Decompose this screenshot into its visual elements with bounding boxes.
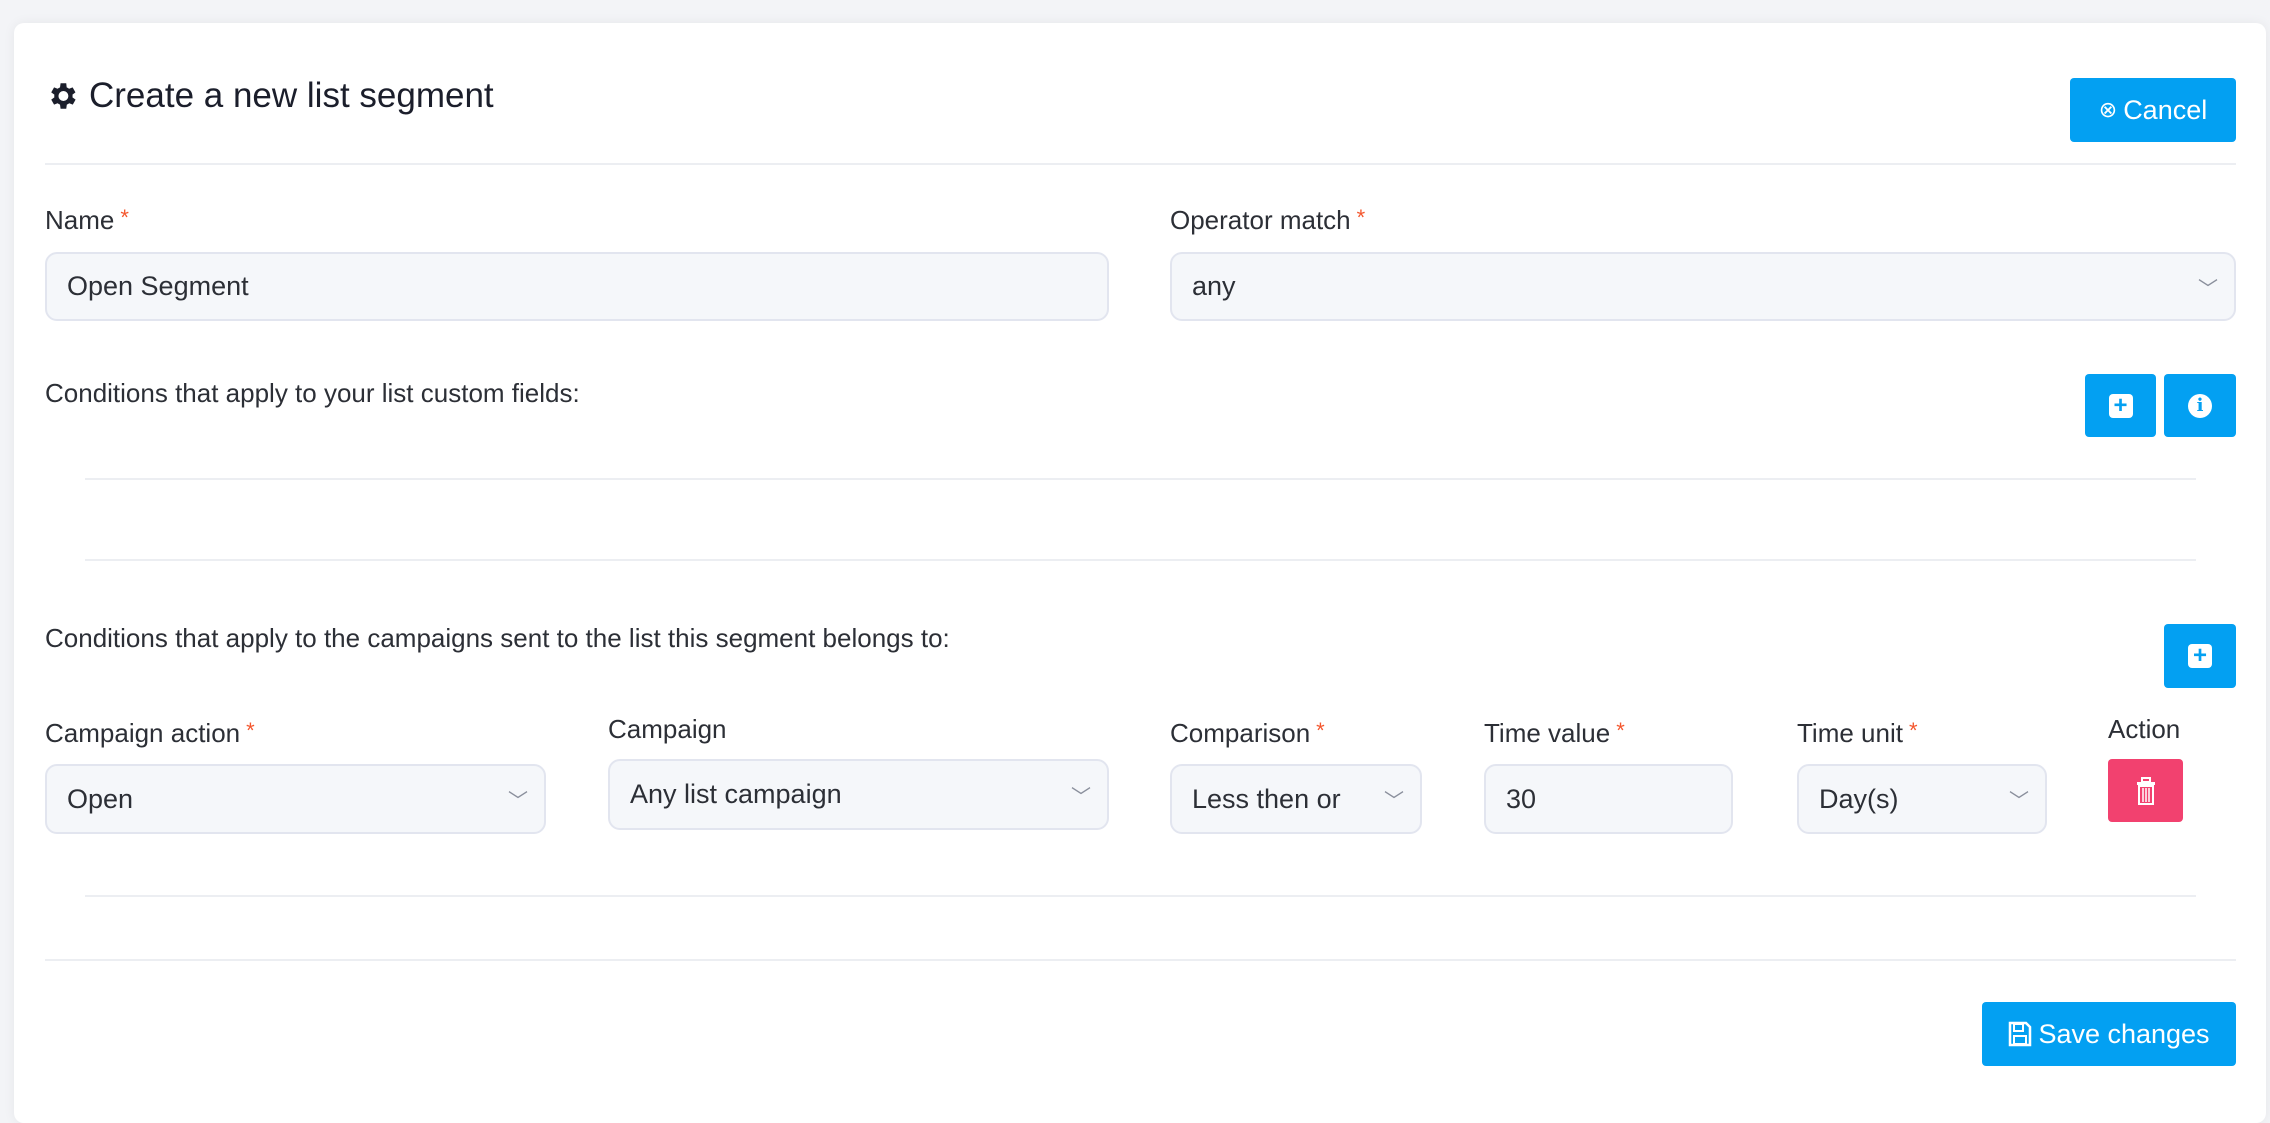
divider bbox=[85, 559, 2196, 561]
campaign-action-label: Campaign action * bbox=[45, 718, 255, 748]
time-value-input[interactable]: 30 bbox=[1484, 764, 1733, 834]
gear-icon bbox=[51, 83, 76, 109]
cancel-circle-icon: ⊗ bbox=[2098, 97, 2118, 122]
campaigns-heading: Conditions that apply to the campaigns s… bbox=[45, 623, 950, 653]
chevron-down-icon: ﹀ bbox=[1384, 790, 1404, 813]
save-changes-button[interactable]: Save changes bbox=[1982, 1002, 2236, 1066]
plus-square-icon: + bbox=[2188, 642, 2212, 669]
comparison-select[interactable]: Less then or ﹀ bbox=[1170, 764, 1422, 834]
divider bbox=[85, 478, 2196, 480]
info-circle-icon: i bbox=[2188, 393, 2212, 418]
divider bbox=[45, 163, 2236, 165]
save-label: Save changes bbox=[2038, 1018, 2210, 1049]
divider bbox=[45, 959, 2236, 961]
campaign-action-select[interactable]: Open ﹀ bbox=[45, 764, 546, 834]
divider bbox=[85, 895, 2196, 897]
campaign-label: Campaign bbox=[608, 714, 727, 744]
info-button[interactable]: i bbox=[2164, 374, 2236, 437]
comparison-label: Comparison * bbox=[1170, 718, 1325, 748]
campaign-select[interactable]: Any list campaign ﹀ bbox=[608, 759, 1109, 830]
time-unit-select[interactable]: Day(s) ﹀ bbox=[1797, 764, 2047, 834]
add-custom-condition-button[interactable]: + bbox=[2085, 374, 2156, 437]
time-value-label: Time value * bbox=[1484, 718, 1625, 748]
time-unit-label: Time unit * bbox=[1797, 718, 1918, 748]
action-column-label: Action bbox=[2108, 714, 2181, 744]
custom-fields-heading: Conditions that apply to your list custo… bbox=[45, 378, 580, 408]
add-campaign-condition-button[interactable]: + bbox=[2164, 624, 2236, 688]
name-input[interactable]: Open Segment bbox=[45, 252, 1109, 321]
cancel-button[interactable]: ⊗ Cancel bbox=[2070, 78, 2236, 142]
chevron-down-icon: ﹀ bbox=[2198, 278, 2218, 300]
chevron-down-icon: ﹀ bbox=[508, 790, 528, 813]
floppy-disk-icon bbox=[2009, 1021, 2032, 1047]
cancel-label: Cancel bbox=[2123, 94, 2208, 125]
delete-condition-button[interactable] bbox=[2108, 759, 2183, 822]
trash-icon bbox=[2136, 776, 2155, 805]
title-text: Create a new list segment bbox=[89, 76, 494, 115]
segment-card bbox=[14, 23, 2266, 1123]
name-label: Name * bbox=[45, 205, 129, 235]
page-title: Create a new list segment bbox=[45, 76, 494, 116]
chevron-down-icon: ﹀ bbox=[2009, 790, 2029, 813]
operator-label: Operator match * bbox=[1170, 205, 1366, 235]
plus-square-icon: + bbox=[2108, 392, 2133, 419]
chevron-down-icon: ﹀ bbox=[1071, 786, 1091, 808]
operator-select[interactable]: any ﹀ bbox=[1170, 252, 2236, 321]
